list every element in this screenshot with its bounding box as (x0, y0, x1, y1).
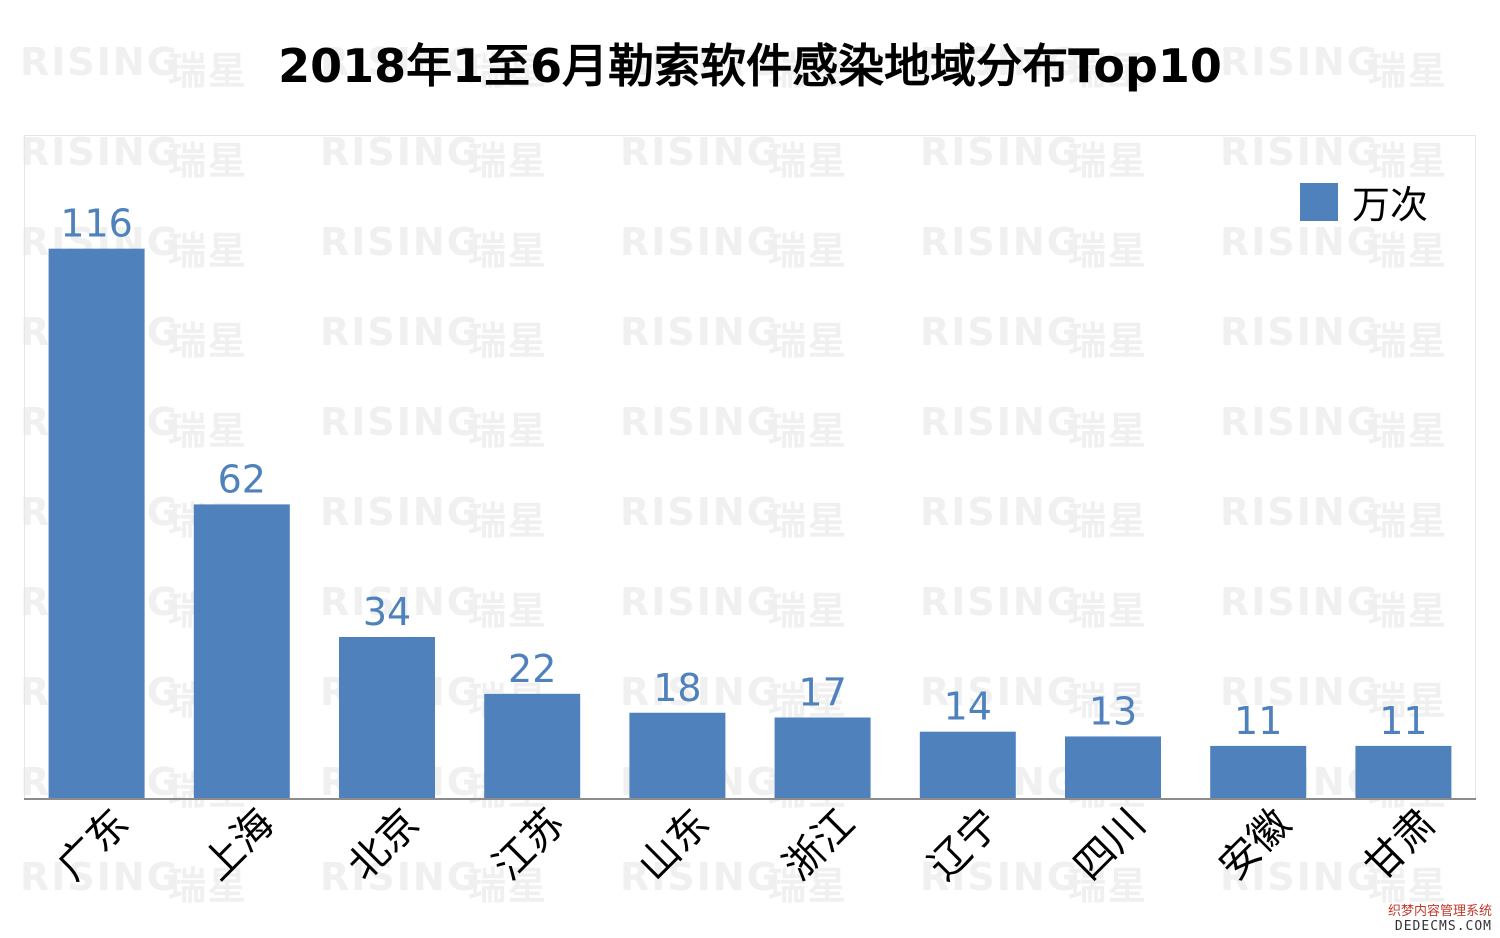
x-tick-label-山东: 山东 (630, 800, 719, 889)
bar-广东 (48, 248, 145, 798)
legend: 万次 (1299, 174, 1428, 229)
x-tick-label-浙江: 浙江 (775, 800, 864, 889)
x-tick-label-辽宁: 辽宁 (920, 800, 1009, 889)
bar-江苏 (484, 693, 581, 798)
data-label-安徽: 11 (1234, 699, 1282, 743)
x-tick-label-甘肃: 甘肃 (1356, 800, 1445, 889)
bar-上海 (193, 504, 290, 798)
bar-北京 (339, 636, 435, 798)
legend-label: 万次 (1351, 183, 1428, 227)
bar-安徽 (1210, 745, 1307, 798)
data-label-上海: 62 (218, 457, 266, 501)
x-tick-label-北京: 北京 (339, 800, 428, 889)
bar-辽宁 (919, 731, 1016, 798)
data-label-四川: 13 (1089, 689, 1137, 733)
x-tick-label-上海: 上海 (194, 800, 283, 889)
legend-swatch (1299, 182, 1338, 221)
data-label-北京: 34 (363, 590, 411, 634)
bar-甘肃 (1355, 745, 1452, 798)
data-label-江苏: 22 (508, 647, 556, 691)
data-label-辽宁: 14 (944, 685, 992, 729)
x-tick-label-四川: 四川 (1065, 800, 1154, 889)
x-tick-label-广东: 广东 (49, 800, 138, 889)
bar-四川 (1065, 736, 1161, 798)
footer-line1: 织梦内容管理系统 (1387, 904, 1492, 920)
data-label-广东: 116 (60, 202, 133, 246)
x-tick-label-江苏: 江苏 (484, 800, 573, 889)
data-label-甘肃: 11 (1379, 699, 1427, 743)
data-label-山东: 18 (653, 666, 701, 710)
data-label-浙江: 17 (798, 670, 846, 714)
footer-line2: DEDECMS.COM (1394, 918, 1492, 934)
footer-logo: 织梦内容管理系统 DEDECMS.COM (1388, 905, 1492, 934)
x-tick-label-安徽: 安徽 (1210, 800, 1299, 889)
bar-浙江 (774, 717, 871, 798)
bar-山东 (629, 712, 726, 798)
plot-area (24, 135, 1476, 799)
chart-title: 2018年1至6月勒索软件感染地域分布Top10 (278, 39, 1222, 93)
